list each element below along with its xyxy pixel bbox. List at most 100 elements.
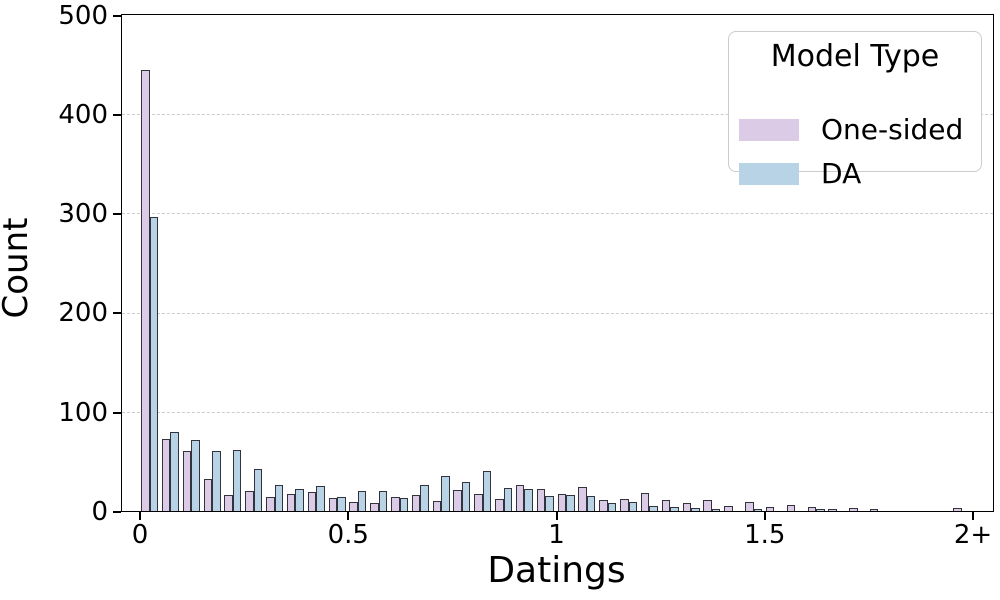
bar-one-sided-bin-2 — [182, 451, 192, 511]
bar-da-bin-14 — [441, 476, 450, 511]
legend-label-da: DA — [821, 157, 862, 190]
bar-one-sided-bin-10 — [349, 502, 358, 511]
y-tick-0 — [113, 510, 121, 513]
bar-da-bin-17 — [503, 488, 513, 511]
bar-one-sided-bin-28 — [724, 506, 733, 511]
y-tick-label-300: 300 — [58, 199, 108, 230]
bar-da-bin-7 — [295, 489, 304, 511]
bar-da-bin-21 — [586, 496, 596, 511]
bar-one-sided-bin-34 — [849, 508, 858, 511]
bar-da-bin-25 — [670, 507, 679, 511]
bar-one-sided-bin-8 — [307, 492, 317, 511]
y-tick-100 — [113, 411, 121, 414]
bar-one-sided-bin-20 — [557, 494, 567, 511]
bar-one-sided-bin-12 — [391, 497, 400, 511]
bar-da-bin-11 — [378, 491, 388, 511]
bar-one-sided-bin-27 — [703, 500, 712, 511]
y-tick-500 — [113, 14, 121, 17]
bar-one-sided-bin-25 — [661, 500, 671, 511]
bar-one-sided-bin-15 — [453, 490, 462, 511]
bar-da-bin-4 — [232, 449, 242, 511]
x-tick-2+ — [972, 511, 974, 520]
x-tick-label-0.5: 0.5 — [327, 520, 369, 550]
bar-da-bin-27 — [711, 509, 721, 511]
bar-da-bin-22 — [607, 503, 617, 511]
bar-da-bin-3 — [212, 450, 221, 511]
x-tick-1.5 — [763, 511, 766, 520]
y-axis-title: Count — [0, 217, 36, 319]
y-tick-label-0: 0 — [91, 496, 108, 527]
y-tick-label-100: 100 — [58, 397, 108, 428]
y-tick-label-400: 400 — [58, 100, 108, 130]
bar-da-bin-24 — [649, 506, 658, 511]
bar-da-bin-12 — [399, 498, 408, 511]
bar-one-sided-bin-39 — [953, 508, 962, 511]
da-swatch — [739, 163, 799, 185]
legend-title: Model Type — [770, 39, 940, 74]
x-tick-label-2+: 2+ — [953, 520, 993, 550]
gridline-y-300 — [122, 213, 993, 215]
bar-one-sided-bin-7 — [286, 494, 296, 511]
gridline-y-100 — [122, 411, 993, 413]
bar-da-bin-16 — [482, 471, 492, 511]
bar-da-bin-8 — [316, 486, 325, 511]
bar-da-bin-20 — [566, 495, 575, 511]
legend: Model Type One-sided DA — [728, 31, 982, 188]
y-tick-200 — [113, 312, 121, 315]
bar-one-sided-bin-6 — [266, 497, 275, 511]
bar-one-sided-bin-26 — [682, 503, 692, 511]
y-tick-400 — [113, 114, 121, 116]
y-tick-label-500: 500 — [58, 0, 108, 31]
bar-one-sided-bin-32 — [807, 507, 816, 511]
bar-da-bin-5 — [253, 469, 263, 511]
bar-da-bin-1 — [170, 431, 179, 511]
bar-one-sided-bin-9 — [328, 498, 338, 511]
bar-one-sided-bin-35 — [869, 509, 879, 511]
bar-one-sided-bin-21 — [578, 487, 587, 511]
bar-da-bin-32 — [816, 509, 825, 511]
x-tick-0.5 — [347, 511, 350, 520]
y-tick-300 — [113, 213, 121, 216]
bar-da-bin-9 — [337, 497, 346, 511]
legend-item-da: DA — [739, 157, 862, 190]
bar-da-bin-29 — [753, 509, 763, 511]
bar-one-sided-bin-11 — [370, 503, 379, 511]
bar-one-sided-bin-4 — [224, 495, 233, 511]
bar-one-sided-bin-13 — [411, 495, 421, 511]
x-tick-1 — [555, 511, 558, 520]
gridline-y-400 — [122, 114, 993, 116]
bar-one-sided-bin-29 — [745, 502, 754, 511]
bar-one-sided-bin-33 — [828, 509, 837, 511]
bar-da-bin-2 — [191, 439, 200, 511]
x-tick-label-1.5: 1.5 — [744, 520, 786, 550]
bar-one-sided-bin-5 — [245, 491, 254, 511]
bar-one-sided-bin-0 — [141, 69, 150, 511]
bar-one-sided-bin-22 — [599, 500, 608, 511]
bar-one-sided-bin-31 — [786, 505, 796, 511]
bar-da-bin-0 — [149, 217, 159, 511]
bar-one-sided-bin-23 — [620, 499, 629, 511]
x-tick-label-1: 1 — [548, 520, 565, 550]
legend-label-one-sided: One-sided — [821, 113, 964, 146]
bar-one-sided-bin-18 — [515, 485, 525, 511]
bar-da-bin-18 — [524, 489, 533, 511]
y-tick-label-200: 200 — [58, 298, 108, 329]
one-sided-swatch — [739, 119, 799, 141]
bar-da-bin-10 — [357, 491, 367, 511]
x-tick-0 — [139, 511, 141, 520]
gridline-y-200 — [122, 312, 993, 314]
bar-da-bin-13 — [420, 485, 429, 511]
x-tick-label-0: 0 — [131, 520, 149, 550]
bar-one-sided-bin-17 — [495, 499, 504, 511]
bar-one-sided-bin-30 — [765, 507, 775, 511]
bar-one-sided-bin-1 — [161, 438, 171, 511]
legend-item-one-sided: One-sided — [739, 113, 964, 146]
bar-da-bin-6 — [274, 485, 284, 511]
bar-one-sided-bin-19 — [536, 489, 546, 511]
x-axis-title: Datings — [487, 550, 626, 591]
bar-da-bin-26 — [691, 508, 700, 511]
bar-one-sided-bin-14 — [432, 501, 442, 511]
bar-one-sided-bin-3 — [203, 479, 213, 511]
bar-one-sided-bin-24 — [640, 493, 650, 511]
